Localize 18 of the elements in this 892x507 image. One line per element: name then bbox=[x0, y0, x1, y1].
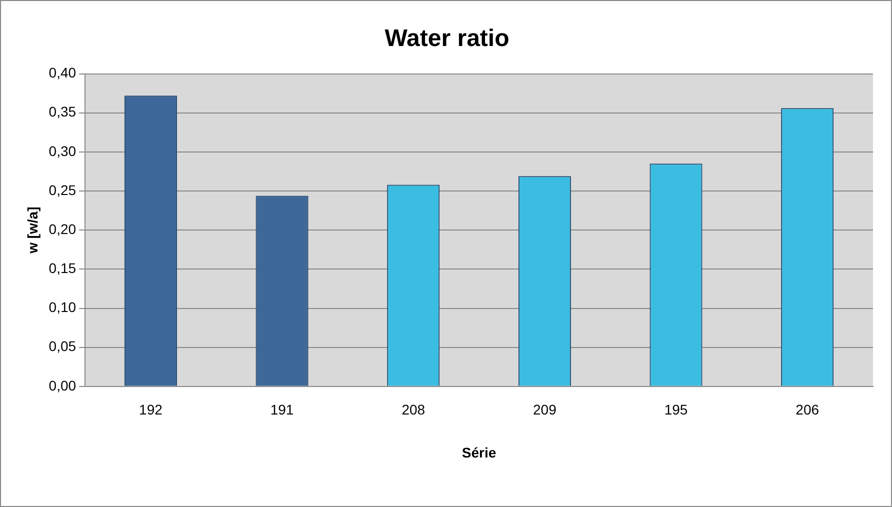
y-tick-label: 0,40 bbox=[48, 64, 76, 81]
chart-title: Water ratio bbox=[384, 25, 510, 52]
x-tick-label: 192 bbox=[139, 402, 163, 418]
y-tick-label: 0,10 bbox=[48, 299, 76, 316]
x-axis-title: Série bbox=[462, 444, 496, 460]
x-tick-label: 209 bbox=[533, 402, 557, 418]
y-tick-label: 0,00 bbox=[48, 377, 76, 394]
y-tick-label: 0,30 bbox=[48, 142, 76, 159]
y-tick-label: 0,20 bbox=[48, 220, 76, 237]
y-tick-label: 0,05 bbox=[48, 338, 76, 354]
y-axis-title: w [w/a] bbox=[24, 206, 40, 254]
y-tick-label: 0,15 bbox=[48, 260, 76, 276]
y-tick-label: 0,35 bbox=[48, 104, 76, 120]
x-tick-label: 206 bbox=[796, 402, 820, 418]
x-tick-label: 195 bbox=[664, 402, 688, 418]
x-tick-label: 191 bbox=[270, 402, 294, 418]
x-tick-label: 208 bbox=[402, 402, 426, 418]
y-tick-label: 0,25 bbox=[48, 182, 76, 198]
